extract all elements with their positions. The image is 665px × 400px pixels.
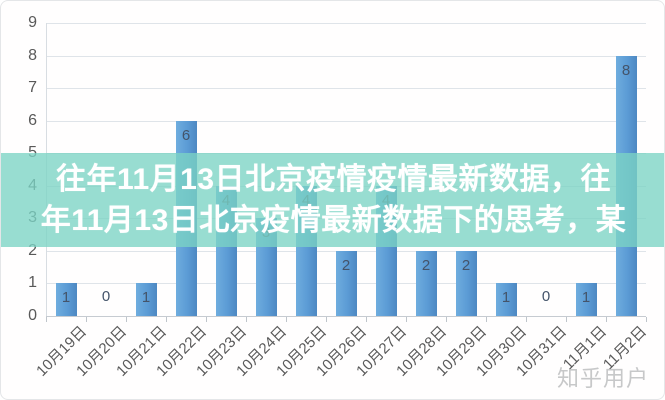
gridline	[46, 120, 646, 122]
bar-value-label: 6	[181, 126, 191, 144]
axis-tick-mark	[406, 317, 407, 322]
y-axis-tick-label: 1	[28, 274, 37, 292]
axis-tick-mark	[126, 317, 127, 322]
axis-tick-mark	[606, 317, 607, 322]
bar-value-label: 2	[461, 256, 471, 274]
axis-tick-mark	[446, 317, 447, 322]
bar-value-label: 1	[581, 289, 591, 307]
headline-line-2: 年11月13日北京疫情最新数据下的思考，某	[40, 204, 627, 237]
bar	[415, 250, 437, 316]
axis-tick-mark	[646, 317, 647, 322]
x-axis-line	[46, 316, 646, 317]
axis-tick-mark	[286, 317, 287, 322]
y-axis-tick-label: 2	[28, 241, 37, 259]
gridline	[46, 88, 646, 90]
bar-value-label: 1	[501, 289, 511, 307]
axis-tick-mark	[366, 317, 367, 322]
bar-value-label: 8	[621, 61, 631, 79]
headline-line-1: 往年11月13日北京疫情疫情最新数据，往	[55, 163, 612, 196]
bar	[335, 250, 357, 316]
bar	[495, 283, 517, 316]
y-axis-tick-label: 8	[28, 46, 37, 64]
y-axis-tick-label: 9	[28, 14, 37, 31]
axis-tick-mark	[86, 317, 87, 322]
bar-value-label: 0	[101, 288, 111, 305]
bar-value-label: 1	[141, 289, 151, 307]
bar-value-label: 1	[61, 289, 71, 307]
axis-tick-mark	[46, 317, 47, 322]
axis-tick-mark	[246, 317, 247, 322]
bar	[455, 250, 477, 316]
bar-value-label: 2	[421, 256, 431, 274]
axis-tick-mark	[326, 317, 327, 322]
headline-overlay-banner: 往年11月13日北京疫情疫情最新数据，往 年11月13日北京疫情最新数据下的思考…	[1, 153, 664, 247]
axis-tick-mark	[486, 317, 487, 322]
axis-tick-mark	[166, 317, 167, 322]
axis-tick-mark	[206, 317, 207, 322]
gridline	[46, 23, 646, 24]
y-axis-tick-label: 7	[28, 79, 37, 97]
bar	[575, 283, 597, 316]
bar-value-label: 2	[341, 256, 351, 274]
y-axis-tick-label: 5	[3, 144, 37, 162]
watermark-text: 知乎用户	[556, 366, 649, 391]
gridline	[46, 55, 646, 57]
bar	[55, 283, 77, 316]
axis-tick-mark	[526, 317, 527, 322]
y-axis-tick-label: 6	[28, 111, 37, 129]
bar-value-label: 0	[541, 288, 551, 305]
axis-tick-mark	[566, 317, 567, 322]
y-axis-tick-label: 0	[28, 307, 37, 324]
bar	[135, 283, 157, 316]
